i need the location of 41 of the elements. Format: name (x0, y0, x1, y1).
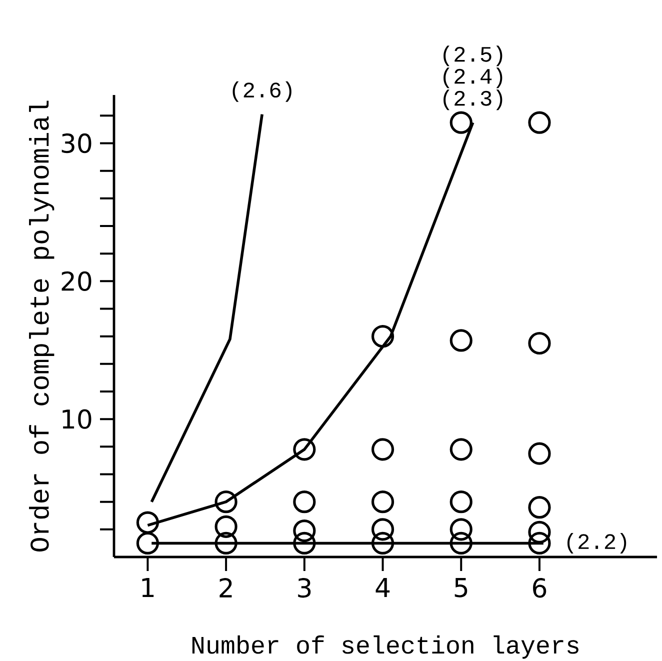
point (450, 490, 472, 514)
point (450, 329, 472, 352)
point (293, 438, 316, 461)
point (528, 332, 551, 355)
x-tick-label: 6 (533, 578, 546, 598)
point (136, 532, 159, 555)
point (293, 532, 316, 555)
point (450, 532, 472, 555)
annotation: (2.2) (567, 532, 626, 554)
x-tick-label: 3 (298, 578, 311, 598)
x-axis-title: Number of selection layers (192, 635, 578, 659)
x-tick-label: 1 (142, 578, 154, 597)
y-tick-label: 30 (62, 133, 92, 154)
point (136, 511, 159, 534)
annotation: (2.3) (444, 90, 502, 110)
point (528, 442, 551, 465)
y-tick-label: 10 (62, 409, 92, 429)
point (528, 520, 551, 544)
annotation: (2.6) (232, 81, 292, 102)
annotation: (2.5) (444, 46, 502, 66)
point (450, 518, 472, 541)
annotation: (2.4) (444, 68, 502, 88)
point (528, 111, 551, 134)
point (293, 490, 316, 514)
x-tick-label: 4 (376, 578, 390, 597)
point (371, 532, 394, 555)
point (214, 490, 238, 514)
point (371, 490, 394, 514)
point (371, 325, 394, 348)
point (214, 515, 238, 538)
point (371, 518, 394, 541)
x-tick-label: 2 (220, 578, 232, 598)
point (371, 438, 394, 461)
point (214, 532, 238, 555)
x-tick-label: 5 (454, 578, 468, 598)
y-tick-label: 20 (62, 271, 92, 292)
point (528, 532, 551, 555)
point (293, 520, 316, 542)
point (528, 496, 551, 519)
y-axis-title: Order of complete polynomial (29, 100, 54, 552)
point (450, 438, 472, 461)
